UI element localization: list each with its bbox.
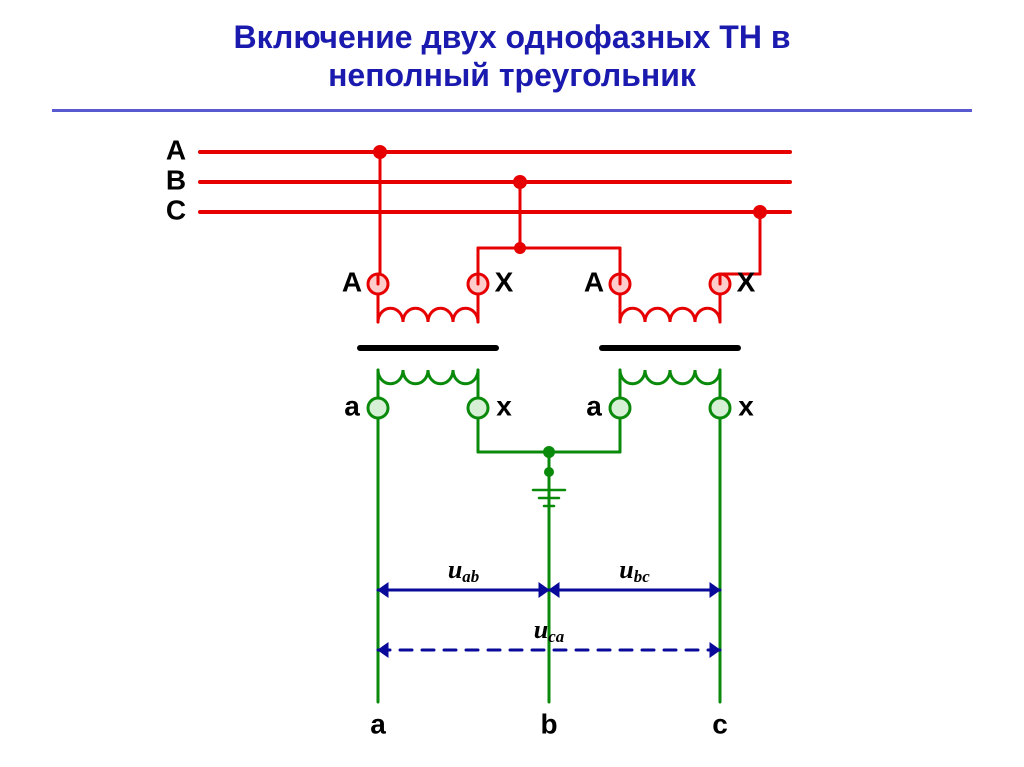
page-title: Включение двух однофазных ТН в неполный … xyxy=(0,0,1024,95)
svg-text:b: b xyxy=(540,708,557,739)
svg-text:X: X xyxy=(737,266,756,297)
svg-text:A: A xyxy=(584,266,604,297)
svg-text:x: x xyxy=(496,390,512,421)
svg-text:a: a xyxy=(586,390,602,421)
svg-text:A: A xyxy=(166,134,186,165)
svg-text:C: C xyxy=(166,194,186,225)
circuit-diagram: ABCAXAXaxaxabcuabubcuca xyxy=(0,112,1024,752)
svg-text:a: a xyxy=(370,708,386,739)
svg-text:a: a xyxy=(344,390,360,421)
svg-text:A: A xyxy=(342,266,362,297)
svg-text:X: X xyxy=(495,266,514,297)
svg-text:B: B xyxy=(166,164,186,195)
svg-text:ubc: ubc xyxy=(619,555,650,586)
title-line2: неполный треугольник xyxy=(0,56,1024,94)
svg-text:c: c xyxy=(712,708,728,739)
title-line1: Включение двух однофазных ТН в xyxy=(0,18,1024,56)
svg-text:uab: uab xyxy=(448,555,479,586)
svg-text:x: x xyxy=(738,390,754,421)
